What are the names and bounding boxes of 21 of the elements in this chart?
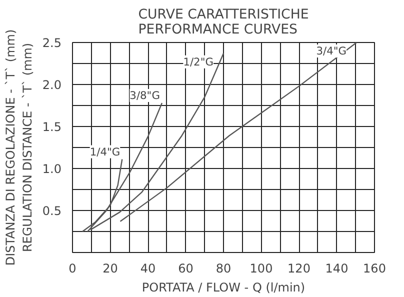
y-tick-label: 0.5 [42, 204, 62, 218]
y-tick-label: 1.5 [42, 120, 62, 134]
series-label: 3/4"G [316, 44, 347, 58]
series-label: 3/8"G [130, 88, 160, 102]
x-tick-label: 140 [325, 262, 348, 276]
x-tick-label: 20 [102, 262, 118, 276]
series-label: 1/4"G [90, 145, 120, 158]
x-tick-label: 100 [250, 262, 273, 276]
y-tick-label: 2.0 [42, 78, 62, 92]
series-label: 1/2"G [183, 55, 214, 68]
chart-title: CURVE CARATTERISTICHE PERFORMANCE CURVES [138, 8, 309, 38]
x-axis-title: PORTATA / FLOW - Q (l/min) [142, 280, 306, 294]
x-tick-label: 60 [178, 262, 194, 276]
y-axis-title: DISTANZA DI REGOLAZIONE - `T` (mm) REGULATION DISTANCE - `T` (mm) [4, 29, 34, 266]
y-tick-label: 1.0 [42, 162, 62, 176]
x-tick-label: 120 [288, 262, 310, 276]
x-tick-label: 80 [216, 262, 232, 276]
x-tick-label: 0 [68, 262, 76, 276]
x-tick-label: 40 [140, 262, 156, 276]
x-tick-label: 160 [363, 262, 386, 276]
y-tick-label: 2.5 [42, 36, 62, 50]
